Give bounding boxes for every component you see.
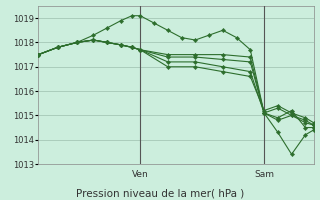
- Text: Sam: Sam: [254, 170, 274, 179]
- Text: Pression niveau de la mer( hPa ): Pression niveau de la mer( hPa ): [76, 188, 244, 198]
- Text: Ven: Ven: [132, 170, 148, 179]
